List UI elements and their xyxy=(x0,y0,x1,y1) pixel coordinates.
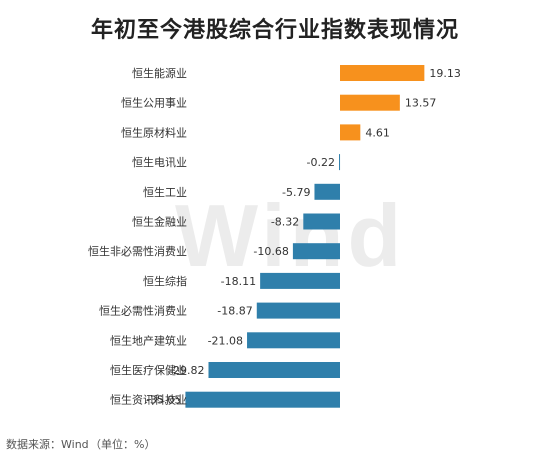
category-label-8: 恒生综指 xyxy=(143,274,187,288)
data-label-5: -5.79 xyxy=(282,186,310,199)
bar-11 xyxy=(208,362,340,378)
bar-12 xyxy=(185,391,340,408)
category-label-3: 恒生原材料业 xyxy=(121,125,187,139)
data-label-8: -18.11 xyxy=(221,275,256,288)
data-label-10: -21.08 xyxy=(208,334,243,347)
bar-8 xyxy=(260,272,340,289)
bar-4 xyxy=(339,154,341,171)
data-source-note: 数据来源：Wind xyxy=(6,438,89,451)
category-label-4: 恒生电讯业 xyxy=(132,155,187,169)
category-label-10: 恒生地产建筑业 xyxy=(110,333,187,347)
data-label-6: -8.32 xyxy=(271,216,299,229)
category-label-5: 恒生工业 xyxy=(143,185,187,199)
data-label-4: -0.22 xyxy=(307,156,335,169)
category-label-11: 恒生医疗保健业 xyxy=(110,363,187,377)
bar-5 xyxy=(314,183,340,200)
category-label-9: 恒生必需性消费业 xyxy=(99,304,187,318)
data-label-2: 13.57 xyxy=(405,97,437,110)
data-label-11: -29.82 xyxy=(169,364,204,377)
chart-title: 年初至今港股综合行业指数表现情况 xyxy=(90,18,459,43)
data-label-7: -10.68 xyxy=(253,245,288,258)
category-label-7: 恒生非必需性消费业 xyxy=(88,244,187,258)
data-label-12: -35.05 xyxy=(146,394,181,407)
bar-2 xyxy=(340,94,400,111)
data-label-1: 19.13 xyxy=(429,67,461,80)
bar-1 xyxy=(340,65,425,81)
category-label-12: 恒生资讯科技业 xyxy=(110,393,187,407)
bar-10 xyxy=(247,332,340,349)
bar-9 xyxy=(256,302,340,319)
bar-7 xyxy=(292,243,340,260)
unit-note: （单位：%） xyxy=(90,438,156,451)
category-label-6: 恒生金融业 xyxy=(132,215,187,229)
data-label-3: 4.61 xyxy=(365,126,390,139)
bar-6 xyxy=(303,213,340,230)
category-label-2: 恒生公用事业 xyxy=(121,96,187,110)
bar-3 xyxy=(340,124,361,141)
category-label-1: 恒生能源业 xyxy=(132,66,187,80)
data-label-9: -18.87 xyxy=(217,305,252,318)
